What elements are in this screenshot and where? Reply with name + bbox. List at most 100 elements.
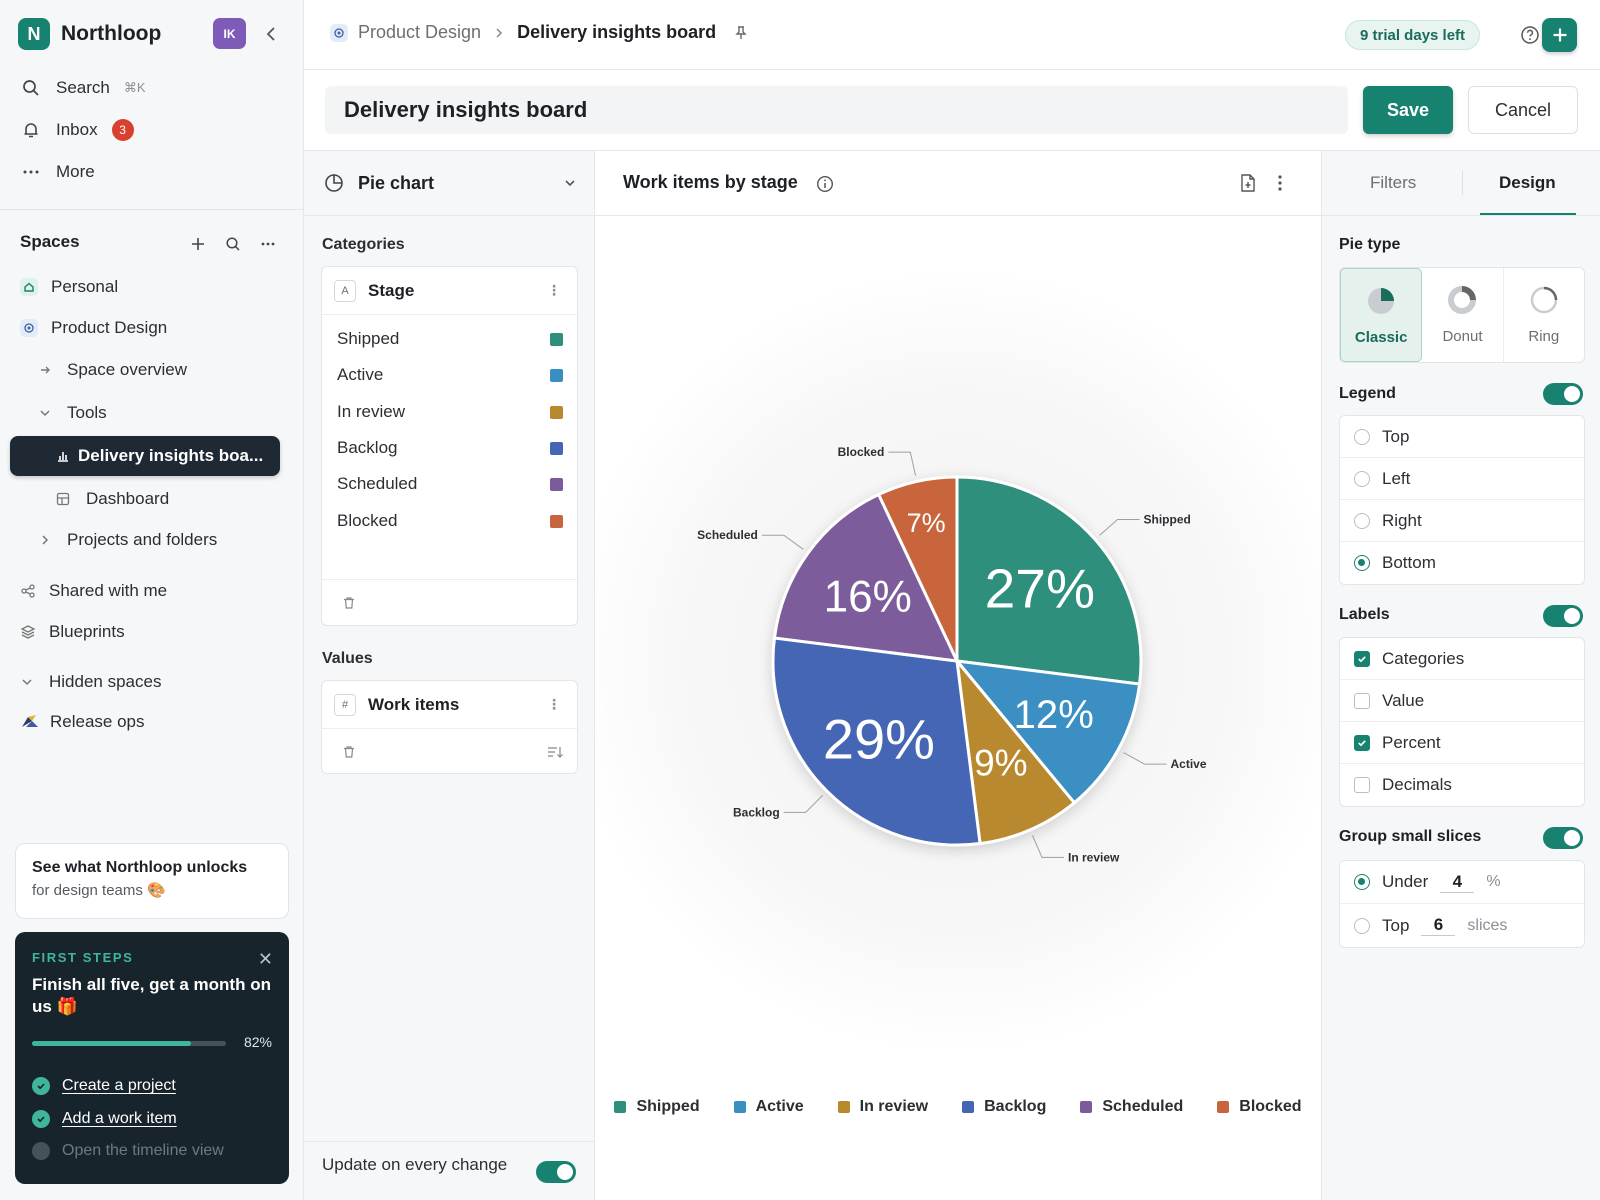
- group-under-option[interactable]: Under 4 %: [1340, 861, 1584, 904]
- pie-type-ring[interactable]: Ring: [1504, 268, 1584, 362]
- shared-with-me-item[interactable]: Shared with me: [20, 581, 167, 601]
- trash-icon[interactable]: [342, 596, 356, 610]
- pie-type-donut[interactable]: Donut: [1422, 268, 1504, 362]
- legend-item[interactable]: Scheduled: [1080, 1098, 1183, 1116]
- pin-icon[interactable]: [734, 25, 748, 41]
- cancel-button[interactable]: Cancel: [1468, 86, 1578, 134]
- board-title-input[interactable]: Delivery insights board: [325, 86, 1348, 134]
- checkbox[interactable]: [1354, 777, 1370, 793]
- chart-type-select[interactable]: Pie chart: [304, 151, 595, 216]
- sidebar-item-delivery-insights[interactable]: Delivery insights boa...: [10, 436, 280, 476]
- tab-design[interactable]: Design: [1499, 173, 1556, 192]
- user-avatar[interactable]: IK: [213, 18, 246, 49]
- legend-option-right[interactable]: Right: [1340, 500, 1584, 542]
- checkbox[interactable]: [1354, 734, 1370, 751]
- radio-button[interactable]: [1354, 512, 1370, 529]
- legend-option-bottom[interactable]: Bottom: [1340, 542, 1584, 584]
- pie-type-classic[interactable]: Classic: [1340, 268, 1423, 362]
- under-value-input[interactable]: 4: [1440, 872, 1475, 893]
- hidden-spaces-item[interactable]: Hidden spaces: [20, 672, 161, 692]
- breadcrumb-space[interactable]: Product Design: [358, 22, 482, 42]
- nav-search[interactable]: Search ⌘K: [20, 77, 146, 99]
- legend-item[interactable]: In review: [837, 1098, 928, 1116]
- label-option-decimals[interactable]: Decimals: [1340, 764, 1584, 806]
- label-option-categories[interactable]: Categories: [1340, 638, 1584, 680]
- legend-toggle[interactable]: [1543, 383, 1583, 405]
- trial-badge[interactable]: 9 trial days left: [1345, 20, 1481, 50]
- trash-icon[interactable]: [342, 745, 356, 759]
- workspace-switcher[interactable]: N Northloop: [18, 18, 161, 50]
- step-add-work-item[interactable]: Add a work item: [32, 1110, 177, 1128]
- category-row[interactable]: Blocked: [322, 507, 577, 543]
- help-icon[interactable]: [1520, 25, 1540, 45]
- kebab-icon[interactable]: ⋮: [547, 282, 561, 298]
- pie-slice[interactable]: [954, 656, 1077, 846]
- category-row[interactable]: Shipped: [322, 325, 577, 361]
- pie-slice[interactable]: [955, 475, 1143, 686]
- radio-unselected[interactable]: [1354, 917, 1370, 934]
- category-field[interactable]: A Stage ⋮: [322, 267, 577, 315]
- chart-title[interactable]: Work items by stage: [623, 172, 798, 192]
- save-button[interactable]: Save: [1363, 86, 1453, 134]
- tools-folder[interactable]: Tools: [38, 403, 107, 423]
- close-icon[interactable]: ✕: [257, 949, 273, 969]
- category-row[interactable]: Active: [322, 361, 577, 397]
- checkbox[interactable]: [1354, 650, 1370, 667]
- top-value-input[interactable]: 6: [1421, 915, 1456, 936]
- checkbox[interactable]: [1354, 692, 1370, 709]
- radio-button[interactable]: [1354, 555, 1370, 571]
- legend-item[interactable]: Backlog: [962, 1098, 1046, 1116]
- radio-button[interactable]: [1354, 428, 1370, 445]
- value-field[interactable]: # Work items ⋮: [322, 681, 577, 729]
- category-row[interactable]: In review: [322, 398, 577, 434]
- sort-icon[interactable]: [547, 745, 563, 759]
- category-color-swatch[interactable]: [550, 405, 563, 419]
- pie-slice[interactable]: [876, 475, 959, 662]
- legend-item[interactable]: Blocked: [1217, 1098, 1302, 1116]
- tab-filters[interactable]: Filters: [1370, 173, 1417, 192]
- space-personal[interactable]: Personal: [20, 277, 118, 297]
- nav-more[interactable]: More: [20, 161, 95, 183]
- label-option-percent[interactable]: Percent: [1340, 722, 1584, 764]
- space-product-design[interactable]: Product Design: [20, 318, 167, 338]
- promo-card[interactable]: See what Northloop unlocks for design te…: [15, 843, 289, 919]
- search-spaces-icon[interactable]: [222, 233, 244, 255]
- category-row[interactable]: Scheduled: [322, 470, 577, 506]
- legend-item[interactable]: Shipped: [614, 1098, 700, 1116]
- legend-option-top[interactable]: Top: [1340, 416, 1584, 458]
- category-color-swatch[interactable]: [550, 369, 563, 383]
- pie-slice[interactable]: [771, 636, 982, 847]
- kebab-icon[interactable]: ⋮: [547, 696, 561, 712]
- group-small-slices-toggle[interactable]: [1543, 827, 1583, 849]
- radio-selected[interactable]: [1354, 874, 1370, 890]
- blueprints-item[interactable]: Blueprints: [20, 622, 125, 642]
- category-color-swatch[interactable]: [550, 333, 563, 346]
- legend-item[interactable]: Active: [733, 1098, 804, 1116]
- release-ops-item[interactable]: Release ops: [20, 712, 145, 732]
- labels-toggle[interactable]: [1543, 605, 1583, 627]
- group-top-option[interactable]: Top 6 slices: [1340, 904, 1584, 947]
- category-color-swatch[interactable]: [550, 441, 563, 455]
- pie-slice[interactable]: [772, 492, 960, 663]
- step-open-timeline[interactable]: Open the timeline view: [32, 1142, 224, 1160]
- spaces-more-icon[interactable]: [257, 233, 279, 255]
- category-color-swatch[interactable]: [550, 514, 563, 528]
- info-icon[interactable]: [816, 175, 834, 193]
- radio-button[interactable]: [1354, 470, 1370, 487]
- chart-more-icon[interactable]: [1276, 173, 1284, 193]
- category-color-swatch[interactable]: [550, 478, 563, 492]
- sidebar-item-dashboard[interactable]: Dashboard: [56, 489, 169, 509]
- export-icon[interactable]: [1239, 173, 1257, 193]
- space-overview-item[interactable]: Space overview: [38, 360, 187, 380]
- pie-slice[interactable]: [953, 659, 1142, 805]
- add-space-icon[interactable]: [187, 233, 209, 255]
- update-every-change-toggle[interactable]: [536, 1161, 576, 1183]
- collapse-sidebar-icon[interactable]: [262, 24, 282, 44]
- create-button[interactable]: [1542, 18, 1577, 52]
- projects-folders-item[interactable]: Projects and folders: [38, 530, 217, 550]
- label-option-value[interactable]: Value: [1340, 680, 1584, 722]
- nav-inbox[interactable]: Inbox 3: [20, 119, 134, 141]
- legend-option-left[interactable]: Left: [1340, 458, 1584, 500]
- step-create-project[interactable]: Create a project: [32, 1077, 176, 1095]
- category-row[interactable]: Backlog: [322, 434, 577, 470]
